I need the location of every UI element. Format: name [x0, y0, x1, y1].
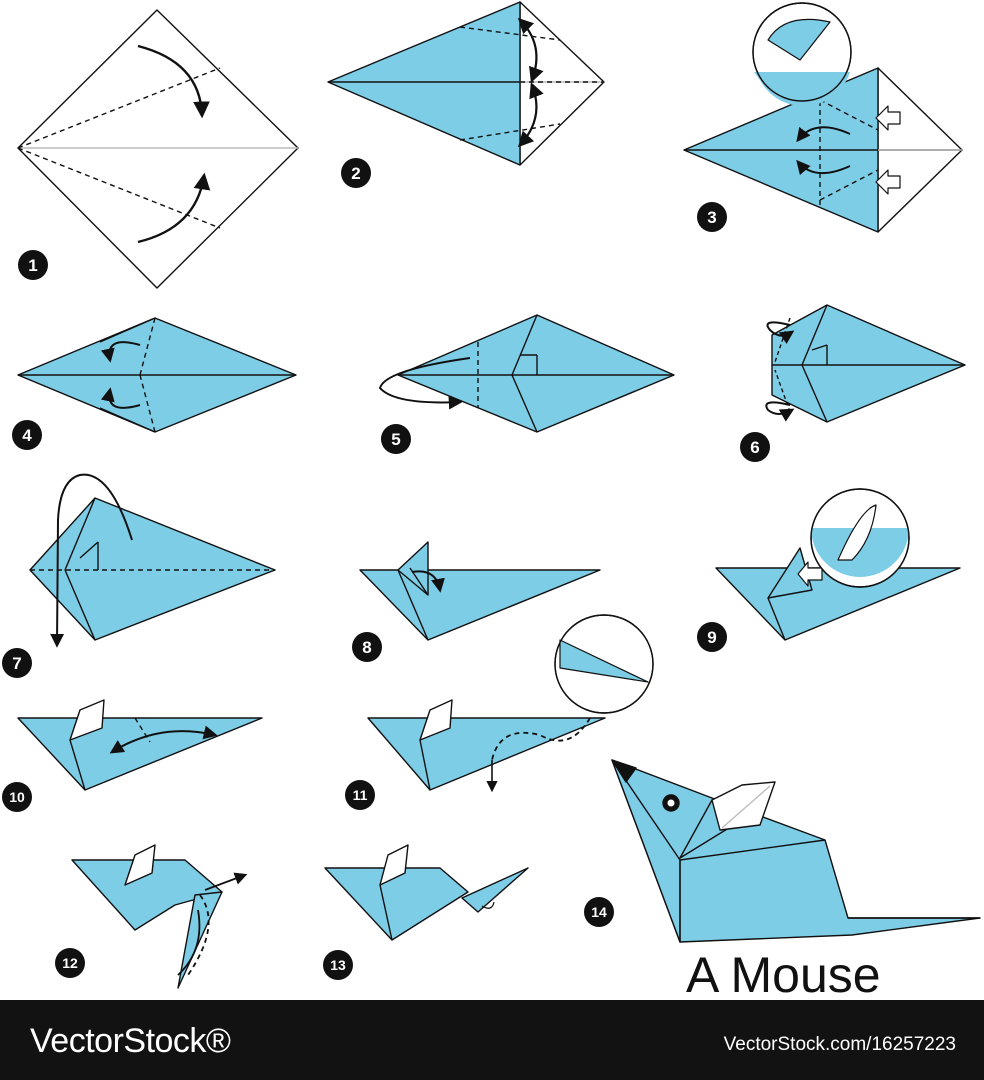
footer-image-id: VectorStock.com/16257223	[723, 1034, 956, 1055]
step-2-diagram	[327, 1, 605, 166]
step-3-diagram	[683, 2, 963, 233]
step-number-9: 9	[697, 622, 727, 652]
step-number-3: 3	[697, 202, 727, 232]
step-number-8: 8	[352, 632, 382, 662]
step-number-2: 2	[341, 158, 371, 188]
step-number-6: 6	[740, 432, 770, 462]
step-8-diagram	[359, 541, 601, 641]
step-7-diagram	[29, 473, 276, 648]
step-number-10: 10	[2, 782, 32, 812]
footer-brand-logo: VectorStock®	[30, 1022, 231, 1060]
step-number-4: 4	[12, 420, 42, 450]
step-number-14: 14	[584, 897, 614, 927]
step-9-diagram	[715, 488, 961, 641]
step-12-diagram	[71, 844, 248, 989]
step-13-diagram	[324, 844, 529, 941]
step-number-7: 7	[2, 648, 32, 678]
step-4-diagram	[17, 317, 297, 433]
diagram-title: A Mouse	[686, 947, 881, 1003]
step-number-11: 11	[345, 780, 375, 810]
step-14-mouse	[611, 759, 981, 943]
origami-diagram	[17, 1, 981, 989]
step-5-diagram	[379, 314, 675, 433]
step-number-12: 12	[55, 948, 85, 978]
step-number-13: 13	[323, 950, 353, 980]
step-number-5: 5	[381, 424, 411, 454]
step-10-diagram	[17, 699, 263, 791]
step-number-1: 1	[18, 250, 48, 280]
step-11-diagram	[367, 614, 654, 793]
footer-bar: VectorStock® VectorStock.com/16257223	[0, 1000, 984, 1080]
step-6-diagram	[765, 304, 966, 423]
step-1-diagram	[17, 9, 299, 289]
